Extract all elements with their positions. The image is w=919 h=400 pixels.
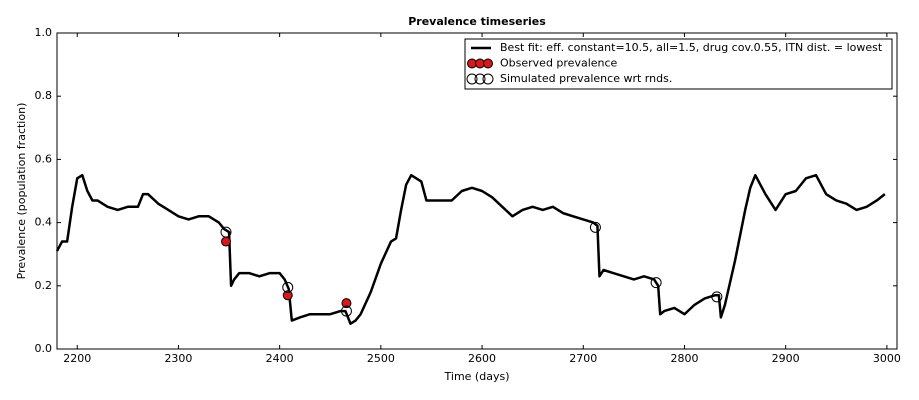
x-tick-label: 2500 [367,352,395,365]
simulated-point [282,281,294,293]
y-tick-label: 0.6 [35,152,53,165]
legend: Best fit: eff. constant=10.5, all=1.5, d… [464,38,893,90]
legend-label: Simulated prevalence wrt rnds. [500,72,672,85]
simulated-point [589,221,601,233]
legend-box [464,38,893,90]
plot-frame [56,32,898,350]
observed-point [282,290,293,301]
data-line [55,173,886,325]
legend-marker [483,58,493,69]
y-tick-label: 0.4 [35,216,53,229]
x-tick-label: 2700 [569,352,597,365]
chart-title: Prevalence timeseries [408,15,546,28]
y-tick-label: 0.0 [35,342,53,355]
y-tick-label: 0.8 [35,89,53,102]
x-axis-label: Time (days) [444,370,510,383]
legend-marker [474,73,486,85]
x-tick-label: 2800 [670,352,698,365]
y-tick-label: 1.0 [35,26,53,39]
simulated-point [340,305,352,317]
observed-point [341,298,352,309]
x-tick-label: 3000 [873,352,901,365]
x-tick-label: 2600 [468,352,496,365]
legend-marker [466,73,478,85]
y-tick-label: 0.2 [35,279,53,292]
x-tick-label: 2900 [772,352,800,365]
x-tick-label: 2200 [63,352,91,365]
simulated-point [711,291,723,303]
legend-label: Observed prevalence [500,57,618,70]
simulated-point [220,226,232,238]
y-axis-label: Prevalence (population fraction) [15,103,28,280]
x-tick-label: 2400 [266,352,294,365]
legend-marker [482,73,494,85]
legend-label: Best fit: eff. constant=10.5, all=1.5, d… [500,41,883,54]
x-tick-label: 2300 [164,352,192,365]
simulated-point [650,277,662,289]
observed-point [221,236,232,247]
